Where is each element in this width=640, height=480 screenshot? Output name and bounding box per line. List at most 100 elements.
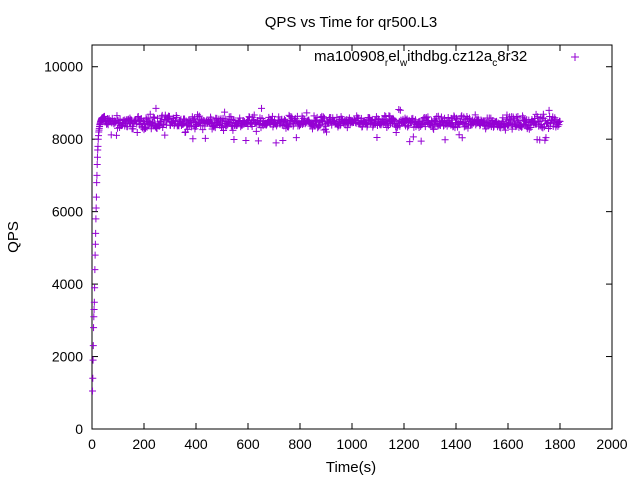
x-tick-label: 1200 (388, 436, 419, 452)
data-point (316, 121, 324, 129)
data-point (228, 115, 236, 123)
data-point (94, 142, 102, 150)
data-point (93, 179, 101, 187)
data-point (292, 134, 300, 142)
data-point (218, 123, 226, 131)
data-point (480, 117, 488, 125)
data-point (89, 387, 97, 395)
data-point (152, 104, 160, 112)
data-point (404, 123, 412, 131)
data-point (512, 113, 520, 121)
legend-text-part: ithdbg.cz12a (407, 48, 493, 65)
data-point (285, 123, 293, 131)
axes: 0 200 400 600 800 1000 1200 1400 1600 1800 2000 0 20… (44, 45, 628, 452)
data-point (196, 112, 204, 120)
data-point (395, 105, 403, 113)
data-point (434, 112, 442, 120)
data-point (93, 153, 101, 161)
data-point (194, 113, 202, 121)
data-point (149, 113, 157, 121)
data-point (312, 117, 320, 125)
data-point (159, 123, 167, 131)
legend-text-part: ma100908 (314, 48, 385, 65)
data-point (248, 123, 256, 131)
data-point (90, 324, 98, 332)
data-point (112, 131, 120, 139)
legend-entry: ma100908relwithdbg.cz12ac8r32 (314, 48, 527, 69)
y-tick-label: 8000 (52, 131, 83, 147)
data-point (161, 131, 169, 139)
y-tick-label: 2000 (52, 349, 83, 365)
x-tick-label: 1600 (492, 436, 523, 452)
data-point (299, 114, 307, 122)
data-point (92, 229, 100, 237)
data-point (136, 116, 144, 124)
data-point (343, 124, 351, 132)
y-tick-label: 4000 (52, 276, 83, 292)
data-point (92, 215, 100, 223)
data-point (430, 125, 438, 133)
data-point (93, 161, 101, 169)
data-point (242, 136, 250, 144)
data-points (89, 104, 564, 395)
data-point (116, 115, 124, 123)
data-point (221, 108, 229, 116)
data-point (534, 113, 542, 121)
data-point (89, 374, 97, 382)
data-point (373, 134, 381, 142)
chart-title: QPS vs Time for qr500.L3 (265, 14, 438, 31)
data-point (390, 116, 398, 124)
data-point (156, 122, 164, 130)
legend-marker (571, 53, 579, 61)
data-point (422, 114, 430, 122)
legend: ma100908relwithdbg.cz12ac8r32 (314, 48, 579, 69)
data-point (150, 114, 158, 122)
data-point (133, 129, 141, 137)
data-point (437, 113, 445, 121)
data-point (429, 124, 437, 132)
data-point (207, 115, 215, 123)
data-point (556, 117, 564, 125)
data-point (91, 266, 99, 274)
data-point (129, 125, 137, 133)
data-point (184, 125, 192, 133)
data-point (554, 122, 562, 130)
data-point (392, 128, 400, 136)
x-tick-label: 600 (236, 436, 260, 452)
data-point (173, 113, 181, 121)
data-point (151, 119, 159, 127)
data-point (113, 112, 121, 120)
data-point (441, 136, 449, 144)
data-point (165, 112, 173, 120)
data-point (497, 124, 505, 132)
data-point (531, 118, 539, 126)
data-point (471, 111, 479, 119)
y-tick-label: 10000 (44, 59, 83, 75)
data-point (508, 125, 516, 133)
data-point (211, 124, 219, 132)
data-point (539, 110, 547, 118)
data-point (409, 133, 417, 141)
x-tick-label: 1400 (440, 436, 471, 452)
data-point (104, 121, 112, 129)
data-point (539, 124, 547, 132)
data-point (229, 126, 237, 134)
data-point (272, 139, 280, 147)
x-tick-label: 200 (132, 436, 156, 452)
data-point (383, 123, 391, 131)
data-point (199, 126, 207, 134)
data-point (230, 136, 238, 144)
data-point (455, 131, 463, 139)
x-tick-label: 400 (184, 436, 208, 452)
data-point (374, 115, 382, 123)
x-tick-label: 1800 (544, 436, 575, 452)
x-tick-label: 800 (288, 436, 312, 452)
data-point (190, 114, 198, 122)
data-point (91, 251, 99, 259)
data-point (90, 313, 98, 321)
data-point (252, 127, 260, 135)
data-point (525, 125, 533, 133)
data-point (545, 106, 553, 114)
data-point (336, 122, 344, 130)
